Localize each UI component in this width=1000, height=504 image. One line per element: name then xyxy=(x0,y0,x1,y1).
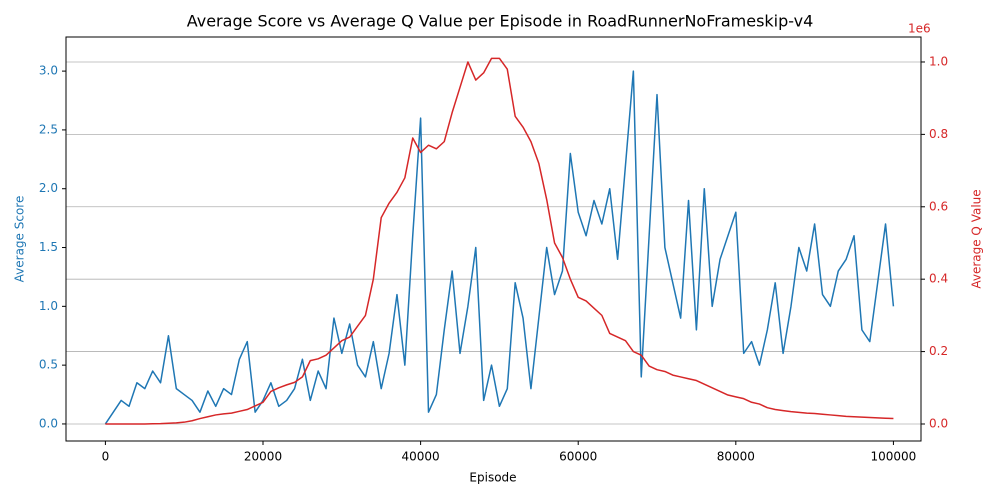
y-axis-label: Average Score xyxy=(13,196,27,283)
x-tick-label: 100000 xyxy=(871,450,917,464)
y2-tick-label: 0.4 xyxy=(929,272,948,286)
x-tick-label: 40000 xyxy=(402,450,440,464)
y2-tick-label: 0.6 xyxy=(929,199,948,213)
x-tick-label: 0 xyxy=(102,450,110,464)
y-tick-label: 0.0 xyxy=(39,416,58,430)
chart-title: Average Score vs Average Q Value per Epi… xyxy=(187,12,814,31)
x-axis-label: Episode xyxy=(469,471,516,485)
y2-tick-label: 0.8 xyxy=(929,127,948,141)
y2-tick-label: 1.0 xyxy=(929,54,948,68)
series-line xyxy=(105,57,894,425)
x-tick-label: 80000 xyxy=(717,450,755,464)
series-line xyxy=(104,70,895,425)
y2-axis-label: Average Q Value xyxy=(970,189,984,288)
y2-tick-label: 0.2 xyxy=(929,344,948,358)
y-tick-label: 1.5 xyxy=(39,240,58,254)
y-tick-label: 3.0 xyxy=(39,64,58,78)
y-tick-label: 2.5 xyxy=(39,122,58,136)
y-tick-label: 0.5 xyxy=(39,358,58,372)
plot-frame xyxy=(65,36,922,442)
x-tick-label: 60000 xyxy=(559,450,597,464)
y-tick-label: 1.0 xyxy=(39,299,58,313)
y2-offset-label: 1e6 xyxy=(908,22,931,36)
y2-tick-label: 0.0 xyxy=(929,416,948,430)
x-tick-label: 20000 xyxy=(244,450,282,464)
y-tick-label: 2.0 xyxy=(39,181,58,195)
